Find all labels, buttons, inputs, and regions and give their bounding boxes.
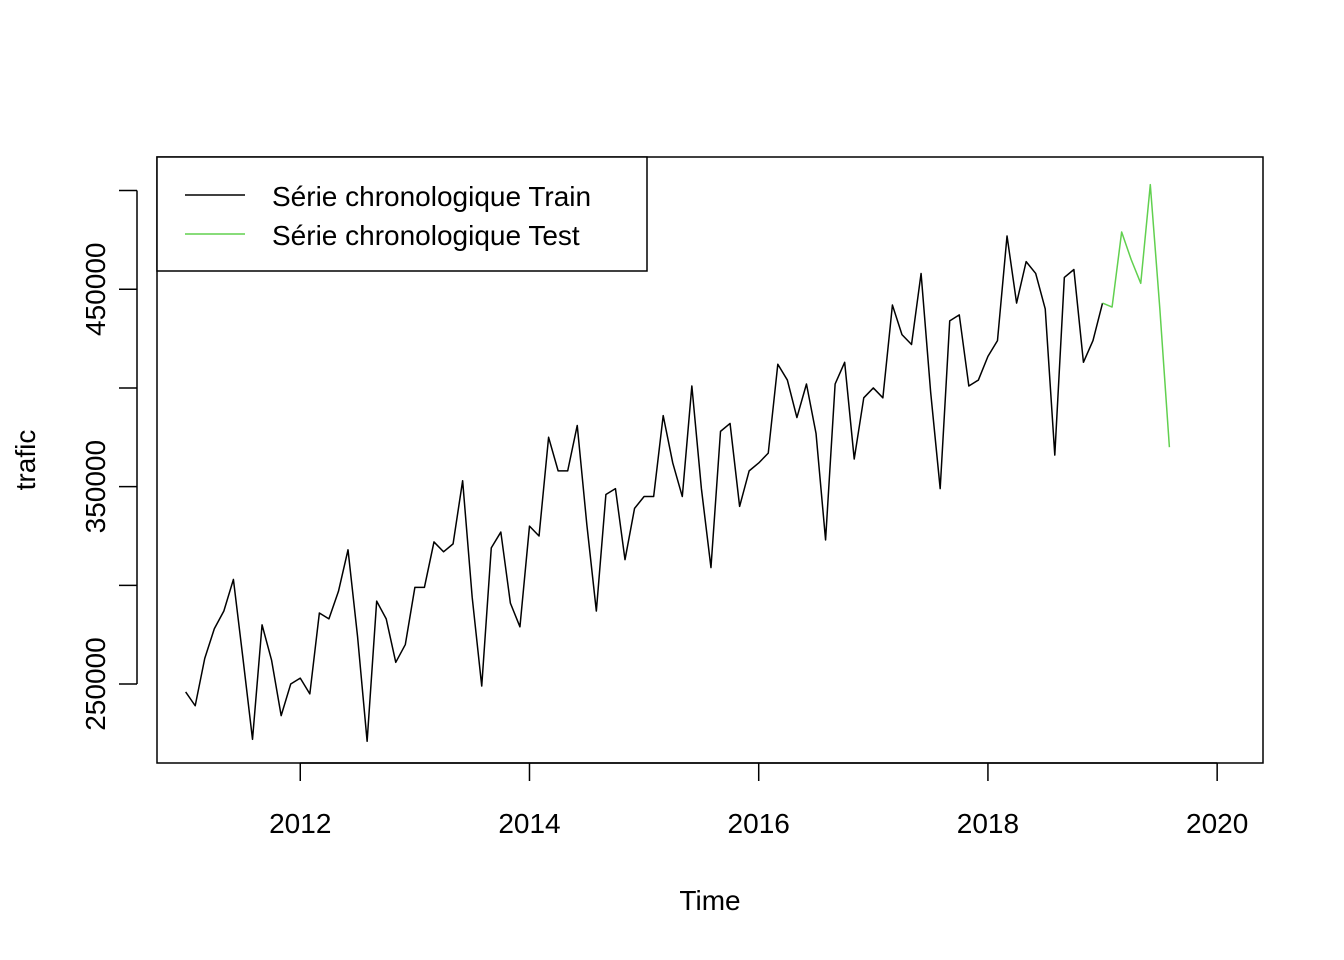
legend: Série chronologique Train Série chronolo… xyxy=(156,156,648,272)
series-line-0 xyxy=(185,235,1104,743)
y-axis: 250000 350000 450000 xyxy=(80,189,138,731)
x-axis: 2012 2014 2016 2018 2020 xyxy=(269,762,1248,839)
x-tick-label: 2020 xyxy=(1186,808,1248,839)
y-axis-label: trafic xyxy=(10,430,41,491)
series-line-1 xyxy=(1102,183,1171,448)
legend-label-test: Série chronologique Test xyxy=(272,220,580,251)
y-tick-label: 450000 xyxy=(80,243,111,336)
legend-label-train: Série chronologique Train xyxy=(272,181,591,212)
series-layer xyxy=(185,183,1171,743)
x-tick-label: 2014 xyxy=(498,808,560,839)
x-tick-label: 2016 xyxy=(728,808,790,839)
x-tick-label: 2012 xyxy=(269,808,331,839)
legend-box xyxy=(156,156,648,272)
y-tick-label: 350000 xyxy=(80,440,111,533)
x-axis-label: Time xyxy=(679,885,740,916)
x-tick-label: 2018 xyxy=(957,808,1019,839)
y-tick-label: 250000 xyxy=(80,637,111,730)
